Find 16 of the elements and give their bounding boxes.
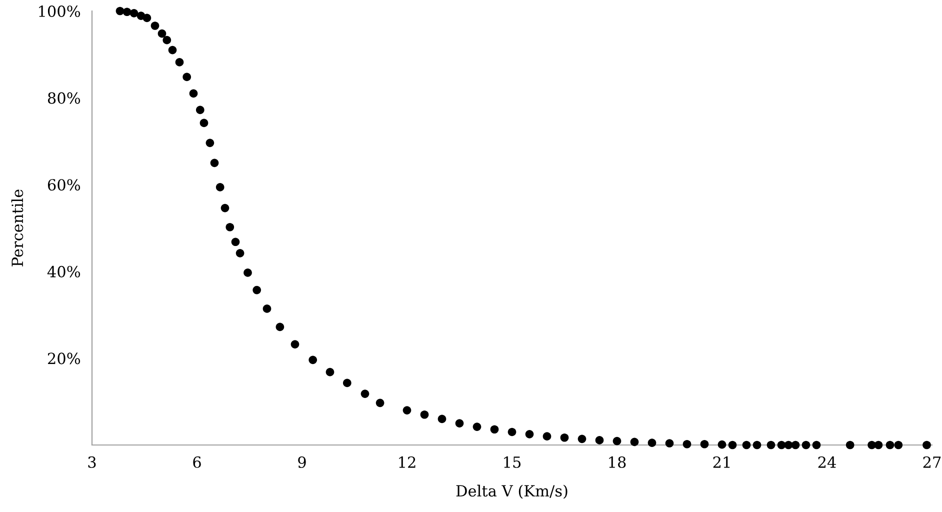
y-tick-label: 80%	[48, 92, 80, 104]
x-tick-label: 9	[298, 456, 306, 468]
y-tick-label: 60%	[48, 179, 80, 191]
x-axis-title: Delta V (Km/s)	[456, 484, 568, 499]
y-tick-label: 20%	[48, 352, 80, 364]
x-tick-label: 21	[713, 456, 730, 468]
x-tick-label: 24	[818, 456, 836, 468]
x-tick-label: 27	[923, 456, 941, 468]
x-tick-label: 12	[399, 456, 416, 468]
x-tick-label: 18	[609, 456, 626, 468]
x-tick-label: 15	[504, 456, 521, 468]
x-tick-label: 3	[88, 456, 96, 468]
y-tick-label: 100%	[39, 5, 80, 18]
x-tick-label: 6	[193, 456, 201, 468]
y-axis-title: Percentile	[11, 190, 24, 266]
y-tick-label: 40%	[47, 266, 80, 278]
